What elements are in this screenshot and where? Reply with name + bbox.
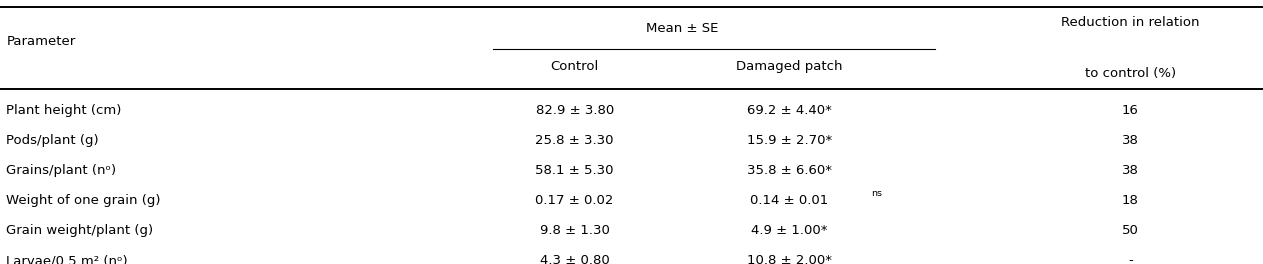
Text: Damaged patch: Damaged patch: [736, 60, 842, 73]
Text: Grain weight/plant (g): Grain weight/plant (g): [6, 224, 153, 237]
Text: 38: 38: [1122, 164, 1139, 177]
Text: Control: Control: [551, 60, 599, 73]
Text: ns: ns: [871, 188, 883, 197]
Text: -: -: [1128, 254, 1133, 264]
Text: 15.9 ± 2.70*: 15.9 ± 2.70*: [746, 134, 832, 147]
Text: Mean ± SE: Mean ± SE: [645, 22, 719, 35]
Text: 82.9 ± 3.80: 82.9 ± 3.80: [536, 105, 614, 117]
Text: 0.17 ± 0.02: 0.17 ± 0.02: [536, 194, 614, 207]
Text: 35.8 ± 6.60*: 35.8 ± 6.60*: [746, 164, 832, 177]
Text: 9.8 ± 1.30: 9.8 ± 1.30: [539, 224, 610, 237]
Text: 4.9 ± 1.00*: 4.9 ± 1.00*: [751, 224, 827, 237]
Text: Parameter: Parameter: [6, 35, 76, 48]
Text: Reduction in relation: Reduction in relation: [1061, 16, 1200, 29]
Text: 0.14 ± 0.01: 0.14 ± 0.01: [750, 194, 829, 207]
Text: 10.8 ± 2.00*: 10.8 ± 2.00*: [746, 254, 832, 264]
Text: Pods/plant (g): Pods/plant (g): [6, 134, 99, 147]
Text: 18: 18: [1122, 194, 1139, 207]
Text: 58.1 ± 5.30: 58.1 ± 5.30: [536, 164, 614, 177]
Text: Grains/plant (nᵒ): Grains/plant (nᵒ): [6, 164, 116, 177]
Text: to control (%): to control (%): [1085, 67, 1176, 80]
Text: Larvae/0.5 m² (nᵒ): Larvae/0.5 m² (nᵒ): [6, 254, 128, 264]
Text: 69.2 ± 4.40*: 69.2 ± 4.40*: [746, 105, 832, 117]
Text: 38: 38: [1122, 134, 1139, 147]
Text: 50: 50: [1122, 224, 1139, 237]
Text: Weight of one grain (g): Weight of one grain (g): [6, 194, 160, 207]
Text: Plant height (cm): Plant height (cm): [6, 105, 121, 117]
Text: 16: 16: [1122, 105, 1139, 117]
Text: 4.3 ± 0.80: 4.3 ± 0.80: [539, 254, 610, 264]
Text: 25.8 ± 3.30: 25.8 ± 3.30: [536, 134, 614, 147]
